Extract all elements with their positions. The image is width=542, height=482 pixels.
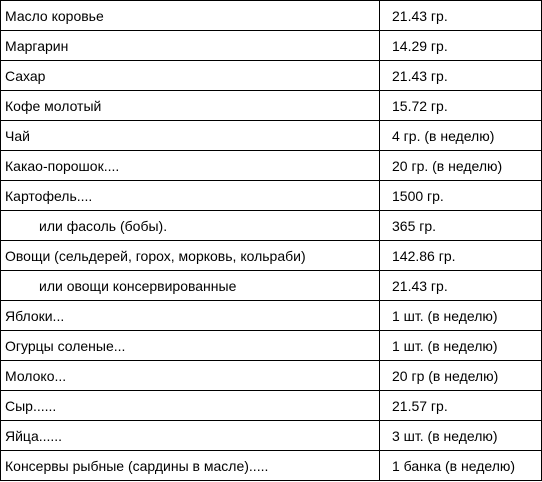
table-row: Масло коровье 21.43 гр. (0, 0, 542, 31)
table-row: Консервы рыбные (сардины в масле)..... 1… (0, 450, 542, 481)
amount-cell: 21.43 гр. (379, 0, 542, 31)
amount-cell: 4 гр. (в неделю) (379, 120, 542, 151)
product-cell: Кофе молотый (0, 90, 380, 121)
product-cell-indented: или фасоль (бобы). (0, 210, 380, 241)
table-row: или фасоль (бобы). 365 гр. (0, 210, 542, 241)
table-row: Огурцы соленые... 1 шт. (в неделю) (0, 330, 542, 361)
table-row: Овощи (сельдерей, горох, морковь, кольра… (0, 240, 542, 271)
amount-cell: 21.43 гр. (379, 60, 542, 91)
table-row: или овощи консервированные 21.43 гр. (0, 270, 542, 301)
product-cell-indented: или овощи консервированные (0, 270, 380, 301)
table-row: Сахар 21.43 гр. (0, 60, 542, 91)
table-row: Кофе молотый 15.72 гр. (0, 90, 542, 121)
amount-cell: 21.43 гр. (379, 270, 542, 301)
amount-cell: 365 гр. (379, 210, 542, 241)
amount-cell: 14.29 гр. (379, 30, 542, 61)
product-cell: Яйца...... (0, 420, 380, 451)
product-cell: Консервы рыбные (сардины в масле)..... (0, 450, 380, 481)
product-cell: Яблоки... (0, 300, 380, 331)
amount-cell: 20 гр (в неделю) (379, 360, 542, 391)
table-row: Яйца...... 3 шт. (в неделю) (0, 420, 542, 451)
table-row: Молоко... 20 гр (в неделю) (0, 360, 542, 391)
product-cell: Молоко... (0, 360, 380, 391)
table-row: Чай 4 гр. (в неделю) (0, 120, 542, 151)
product-cell: Сыр...... (0, 390, 380, 421)
amount-cell: 1 банка (в неделю) (379, 450, 542, 481)
amount-cell: 20 гр. (в неделю) (379, 150, 542, 181)
amount-cell: 21.57 гр. (379, 390, 542, 421)
product-cell: Сахар (0, 60, 380, 91)
product-cell: Чай (0, 120, 380, 151)
product-cell: Маргарин (0, 30, 380, 61)
amount-cell: 1500 гр. (379, 180, 542, 211)
table-row: Маргарин 14.29 гр. (0, 30, 542, 61)
product-cell: Овощи (сельдерей, горох, морковь, кольра… (0, 240, 380, 271)
table-row: Сыр...... 21.57 гр. (0, 390, 542, 421)
amount-cell: 142.86 гр. (379, 240, 542, 271)
amount-cell: 1 шт. (в неделю) (379, 330, 542, 361)
product-cell: Масло коровье (0, 0, 380, 31)
table-row: Какао-порошок.... 20 гр. (в неделю) (0, 150, 542, 181)
table-row: Картофель.... 1500 гр. (0, 180, 542, 211)
table-row: Яблоки... 1 шт. (в неделю) (0, 300, 542, 331)
product-cell: Картофель.... (0, 180, 380, 211)
amount-cell: 15.72 гр. (379, 90, 542, 121)
amount-cell: 3 шт. (в неделю) (379, 420, 542, 451)
amount-cell: 1 шт. (в неделю) (379, 300, 542, 331)
product-cell: Огурцы соленые... (0, 330, 380, 361)
product-cell: Какао-порошок.... (0, 150, 380, 181)
